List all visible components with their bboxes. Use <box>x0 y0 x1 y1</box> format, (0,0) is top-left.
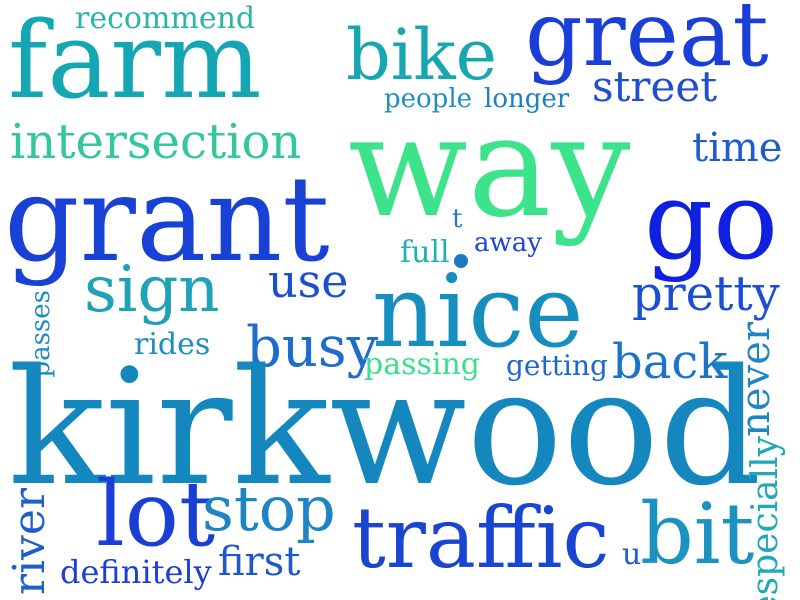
word-great: great <box>525 0 769 87</box>
word-go: go <box>644 159 779 284</box>
word-grant: grant <box>4 150 330 288</box>
word-longer: longer <box>484 84 570 114</box>
word-rides: rides <box>134 327 211 362</box>
word-away: away <box>474 228 542 258</box>
word-use: use <box>268 254 349 308</box>
word-full: full <box>400 235 450 270</box>
word-bike: bike <box>346 14 498 96</box>
word-people: people <box>384 84 473 114</box>
dot-mark <box>454 254 468 268</box>
word-busy: busy <box>246 315 379 380</box>
word-farm: farm <box>8 0 262 122</box>
word-river: river <box>4 488 55 596</box>
word-traffic: traffic <box>352 489 610 587</box>
word-intersection: intersection <box>10 114 302 170</box>
word-u: u <box>622 537 642 572</box>
word-especially: especially <box>745 436 786 600</box>
word-definitely: definitely <box>60 553 212 591</box>
word-back: back <box>612 334 728 390</box>
word-getting: getting <box>506 349 608 382</box>
word-way: way <box>348 86 631 249</box>
word-bit: bit <box>640 485 755 583</box>
word-nice: nice <box>372 253 584 370</box>
word-t: t <box>452 204 463 234</box>
word-lot: lot <box>96 462 216 567</box>
word-recommend: recommend <box>75 1 256 36</box>
word-first: first <box>218 539 301 585</box>
word-stop: stop <box>202 472 336 545</box>
word-sign: sign <box>84 253 220 327</box>
word-street: street <box>592 62 718 111</box>
word-kirkwood: kirkwood <box>8 334 762 521</box>
word-passing: passing <box>364 347 481 382</box>
word-time: time <box>692 125 783 171</box>
word-pretty: pretty <box>632 266 780 322</box>
